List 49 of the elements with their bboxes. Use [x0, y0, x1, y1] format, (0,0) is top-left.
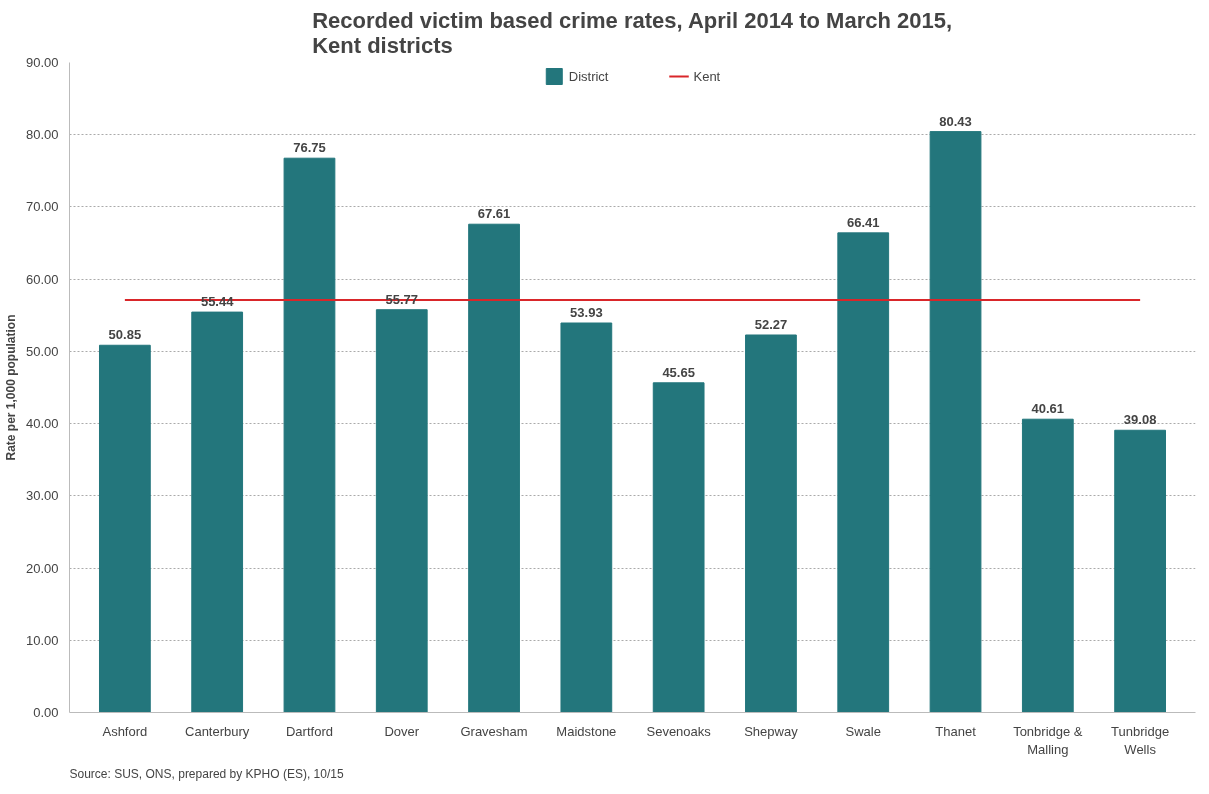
y-tick-label: 90.00 [25, 55, 59, 70]
legend-label: Kent [693, 68, 721, 84]
y-tick-label: 0.00 [33, 705, 59, 720]
x-tick-label: Canterbury [185, 723, 250, 739]
bar [652, 382, 705, 713]
data-label: 45.65 [662, 364, 695, 380]
bar [375, 309, 428, 713]
bar [1114, 429, 1166, 713]
bar [560, 322, 613, 713]
legend-label: District [568, 68, 609, 84]
x-tick-label: Tunbridge Wells [1111, 723, 1170, 757]
bar [745, 334, 797, 713]
x-tick-label: Tonbridge & Malling [1013, 723, 1083, 757]
x-tick-label: Dartford [285, 723, 333, 739]
y-tick-label: 40.00 [25, 416, 59, 432]
data-label: 76.75 [293, 140, 326, 156]
bar [99, 344, 151, 713]
x-tick-label: Thanet [935, 723, 977, 739]
y-axis-title: Rate per 1,000 population [3, 314, 18, 461]
x-tick-label: Sevenoaks [646, 723, 712, 739]
y-tick-label: 50.00 [25, 343, 59, 359]
bar [837, 232, 890, 713]
bar [283, 157, 336, 713]
source-note: Source: SUS, ONS, prepared by KPHO (ES), 10/15 [69, 766, 344, 781]
y-tick-label: 10.00 [25, 632, 59, 648]
x-tick-label: Swale [845, 723, 881, 739]
y-tick-label: 70.00 [25, 199, 59, 215]
data-label: 53.93 [570, 305, 603, 321]
y-tick-label: 80.00 [25, 127, 59, 143]
y-tick-label: 30.00 [25, 488, 59, 504]
bar [191, 311, 244, 713]
bar [1021, 418, 1074, 713]
x-tick-label: Dover [384, 723, 420, 739]
data-label: 52.27 [754, 316, 788, 332]
data-label: 50.85 [108, 327, 142, 343]
bar [929, 131, 982, 713]
x-tick-label: Gravesham [460, 723, 528, 739]
y-tick-label: 60.00 [25, 271, 59, 287]
y-tick-label: 20.00 [25, 560, 59, 576]
data-label: 39.08 [1123, 412, 1157, 428]
data-label: 66.41 [846, 214, 880, 230]
chart-title: Recorded victim based crime rates, April 2014 to March 2015, Kent districts [312, 7, 953, 58]
x-tick-label: Shepway [744, 723, 799, 739]
x-tick-label: Maidstone [556, 723, 617, 739]
data-label: 80.43 [939, 113, 972, 129]
data-label: 40.61 [1031, 401, 1065, 417]
data-label: 67.61 [477, 206, 511, 222]
x-tick-label: Ashford [102, 723, 148, 739]
bar [468, 223, 520, 713]
